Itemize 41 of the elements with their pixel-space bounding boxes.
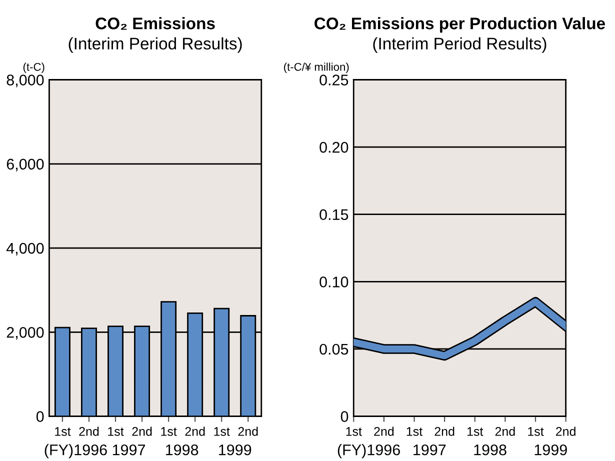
x-tick-label: 2nd — [495, 426, 515, 436]
x-tick-label: 1st — [108, 427, 124, 436]
chart-subtitle: (Interim Period Results) — [68, 37, 242, 53]
chart-subtitle: (Interim Period Results) — [373, 37, 546, 53]
y-tick-label: 0.10 — [320, 276, 348, 288]
text: 1997 — [414, 444, 446, 456]
x-tick-label: 2nd — [132, 426, 152, 436]
x-tick-label: 2nd — [434, 426, 454, 436]
y-tick-label: 0 — [36, 411, 44, 422]
text: 1998 — [166, 444, 198, 456]
x-tick-label: 1st — [161, 427, 177, 436]
y-tick-label: 6,000 — [6, 158, 44, 172]
y-axis-title: (t-C/¥ million) — [284, 62, 349, 74]
text: 1999 — [219, 444, 252, 456]
y-tick-label: 0 — [340, 411, 348, 422]
x-tick-label: 2nd — [238, 426, 258, 436]
y-tick-label: 0.25 — [320, 74, 348, 86]
x-tick-label: 1st — [467, 427, 484, 436]
x-tick-label: 2nd — [374, 426, 394, 436]
text: 1999 — [534, 444, 567, 456]
y-tick-label: 0.20 — [320, 142, 348, 153]
text: 1997 — [112, 444, 145, 456]
chart-title: CO₂ Emissions per Production Value — [314, 17, 606, 33]
y-tick-label: 2,000 — [6, 327, 44, 340]
y-axis-title: (t-C) — [23, 62, 44, 74]
y-tick-label: 0.05 — [320, 344, 348, 355]
chart-title: CO₂ Emissions — [96, 17, 215, 30]
x-tick-label: 2nd — [556, 426, 576, 436]
text: (FY)1996 — [44, 444, 107, 458]
y-tick-label: 8,000 — [6, 74, 44, 88]
y-tick-label: 4,000 — [6, 242, 44, 256]
x-tick-label: 2nd — [185, 426, 205, 436]
text: 1998 — [474, 444, 506, 456]
x-tick-label: 2nd — [79, 426, 99, 436]
x-tick-label: 1st — [406, 427, 422, 436]
text: (FY)1996 — [338, 444, 400, 458]
x-tick-label: 1st — [55, 427, 71, 436]
y-tick-label: 0.15 — [320, 209, 348, 220]
x-tick-label: 1st — [528, 427, 544, 436]
x-tick-label: 1st — [214, 427, 230, 436]
x-tick-label: 1st — [346, 427, 362, 436]
